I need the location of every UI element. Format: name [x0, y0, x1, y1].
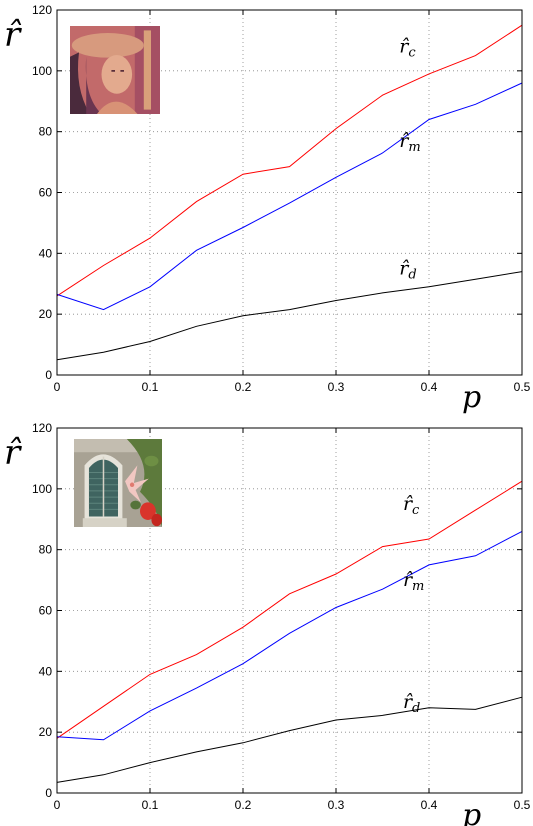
x-tick-label: 0.3 — [328, 380, 345, 394]
x-tick-label: 0.4 — [421, 798, 438, 812]
y-tick-label: 0 — [45, 786, 52, 800]
y-tick-label: 100 — [32, 482, 52, 496]
y-tick-label: 100 — [32, 64, 52, 78]
series-line-m — [56, 82, 523, 311]
series-label-c: r̂c — [399, 36, 416, 61]
y-tick-label: 60 — [39, 604, 53, 618]
x-axis-label: p — [462, 380, 481, 415]
y-tick-label: 80 — [39, 125, 53, 139]
y-tick-label: 80 — [39, 543, 53, 557]
x-tick-label: 0.2 — [235, 380, 252, 394]
y-tick-label: 40 — [39, 246, 53, 260]
window-with-flower-thumbnail — [74, 439, 162, 527]
y-tick-label: 20 — [39, 307, 53, 321]
x-tick-label: 0.5 — [514, 380, 531, 394]
series-line-d — [56, 696, 523, 783]
x-tick-label: 0 — [54, 798, 61, 812]
y-tick-label: 0 — [45, 368, 52, 382]
y-tick-label: 40 — [39, 664, 53, 678]
y-tick-label: 60 — [39, 186, 53, 200]
x-axis-label: p — [462, 798, 481, 826]
y-axis-label: r̂ — [4, 433, 22, 473]
series-line-d — [56, 271, 523, 361]
lena-portrait-thumbnail — [70, 26, 160, 114]
x-tick-label: 0.2 — [235, 798, 252, 812]
x-tick-label: 0.4 — [421, 380, 438, 394]
series-label-c: r̂c — [403, 493, 420, 518]
y-tick-label: 120 — [32, 421, 52, 435]
x-tick-label: 0.5 — [514, 798, 531, 812]
chart-panel-2: 0 0.1 0.2 0.3 0.4 0.5020406080100120r̂pr̂cr̂m… — [4, 421, 531, 826]
series-line-m — [56, 530, 523, 741]
x-tick-label: 0.1 — [142, 380, 159, 394]
y-axis-label: r̂ — [4, 15, 22, 55]
series-label-d: r̂d — [403, 691, 420, 716]
series-line-c — [56, 480, 523, 739]
y-tick-label: 20 — [39, 725, 53, 739]
chart-panel-1: 0 0.1 0.2 0.3 0.4 0.5020406080100120r̂pr̂cr̂m… — [4, 3, 531, 415]
y-tick-label: 120 — [32, 3, 52, 17]
series-label-d: r̂d — [399, 258, 416, 283]
x-tick-label: 0 — [54, 380, 61, 394]
x-tick-label: 0.3 — [328, 798, 345, 812]
x-tick-label: 0.1 — [142, 798, 159, 812]
series-line-c — [56, 24, 523, 297]
